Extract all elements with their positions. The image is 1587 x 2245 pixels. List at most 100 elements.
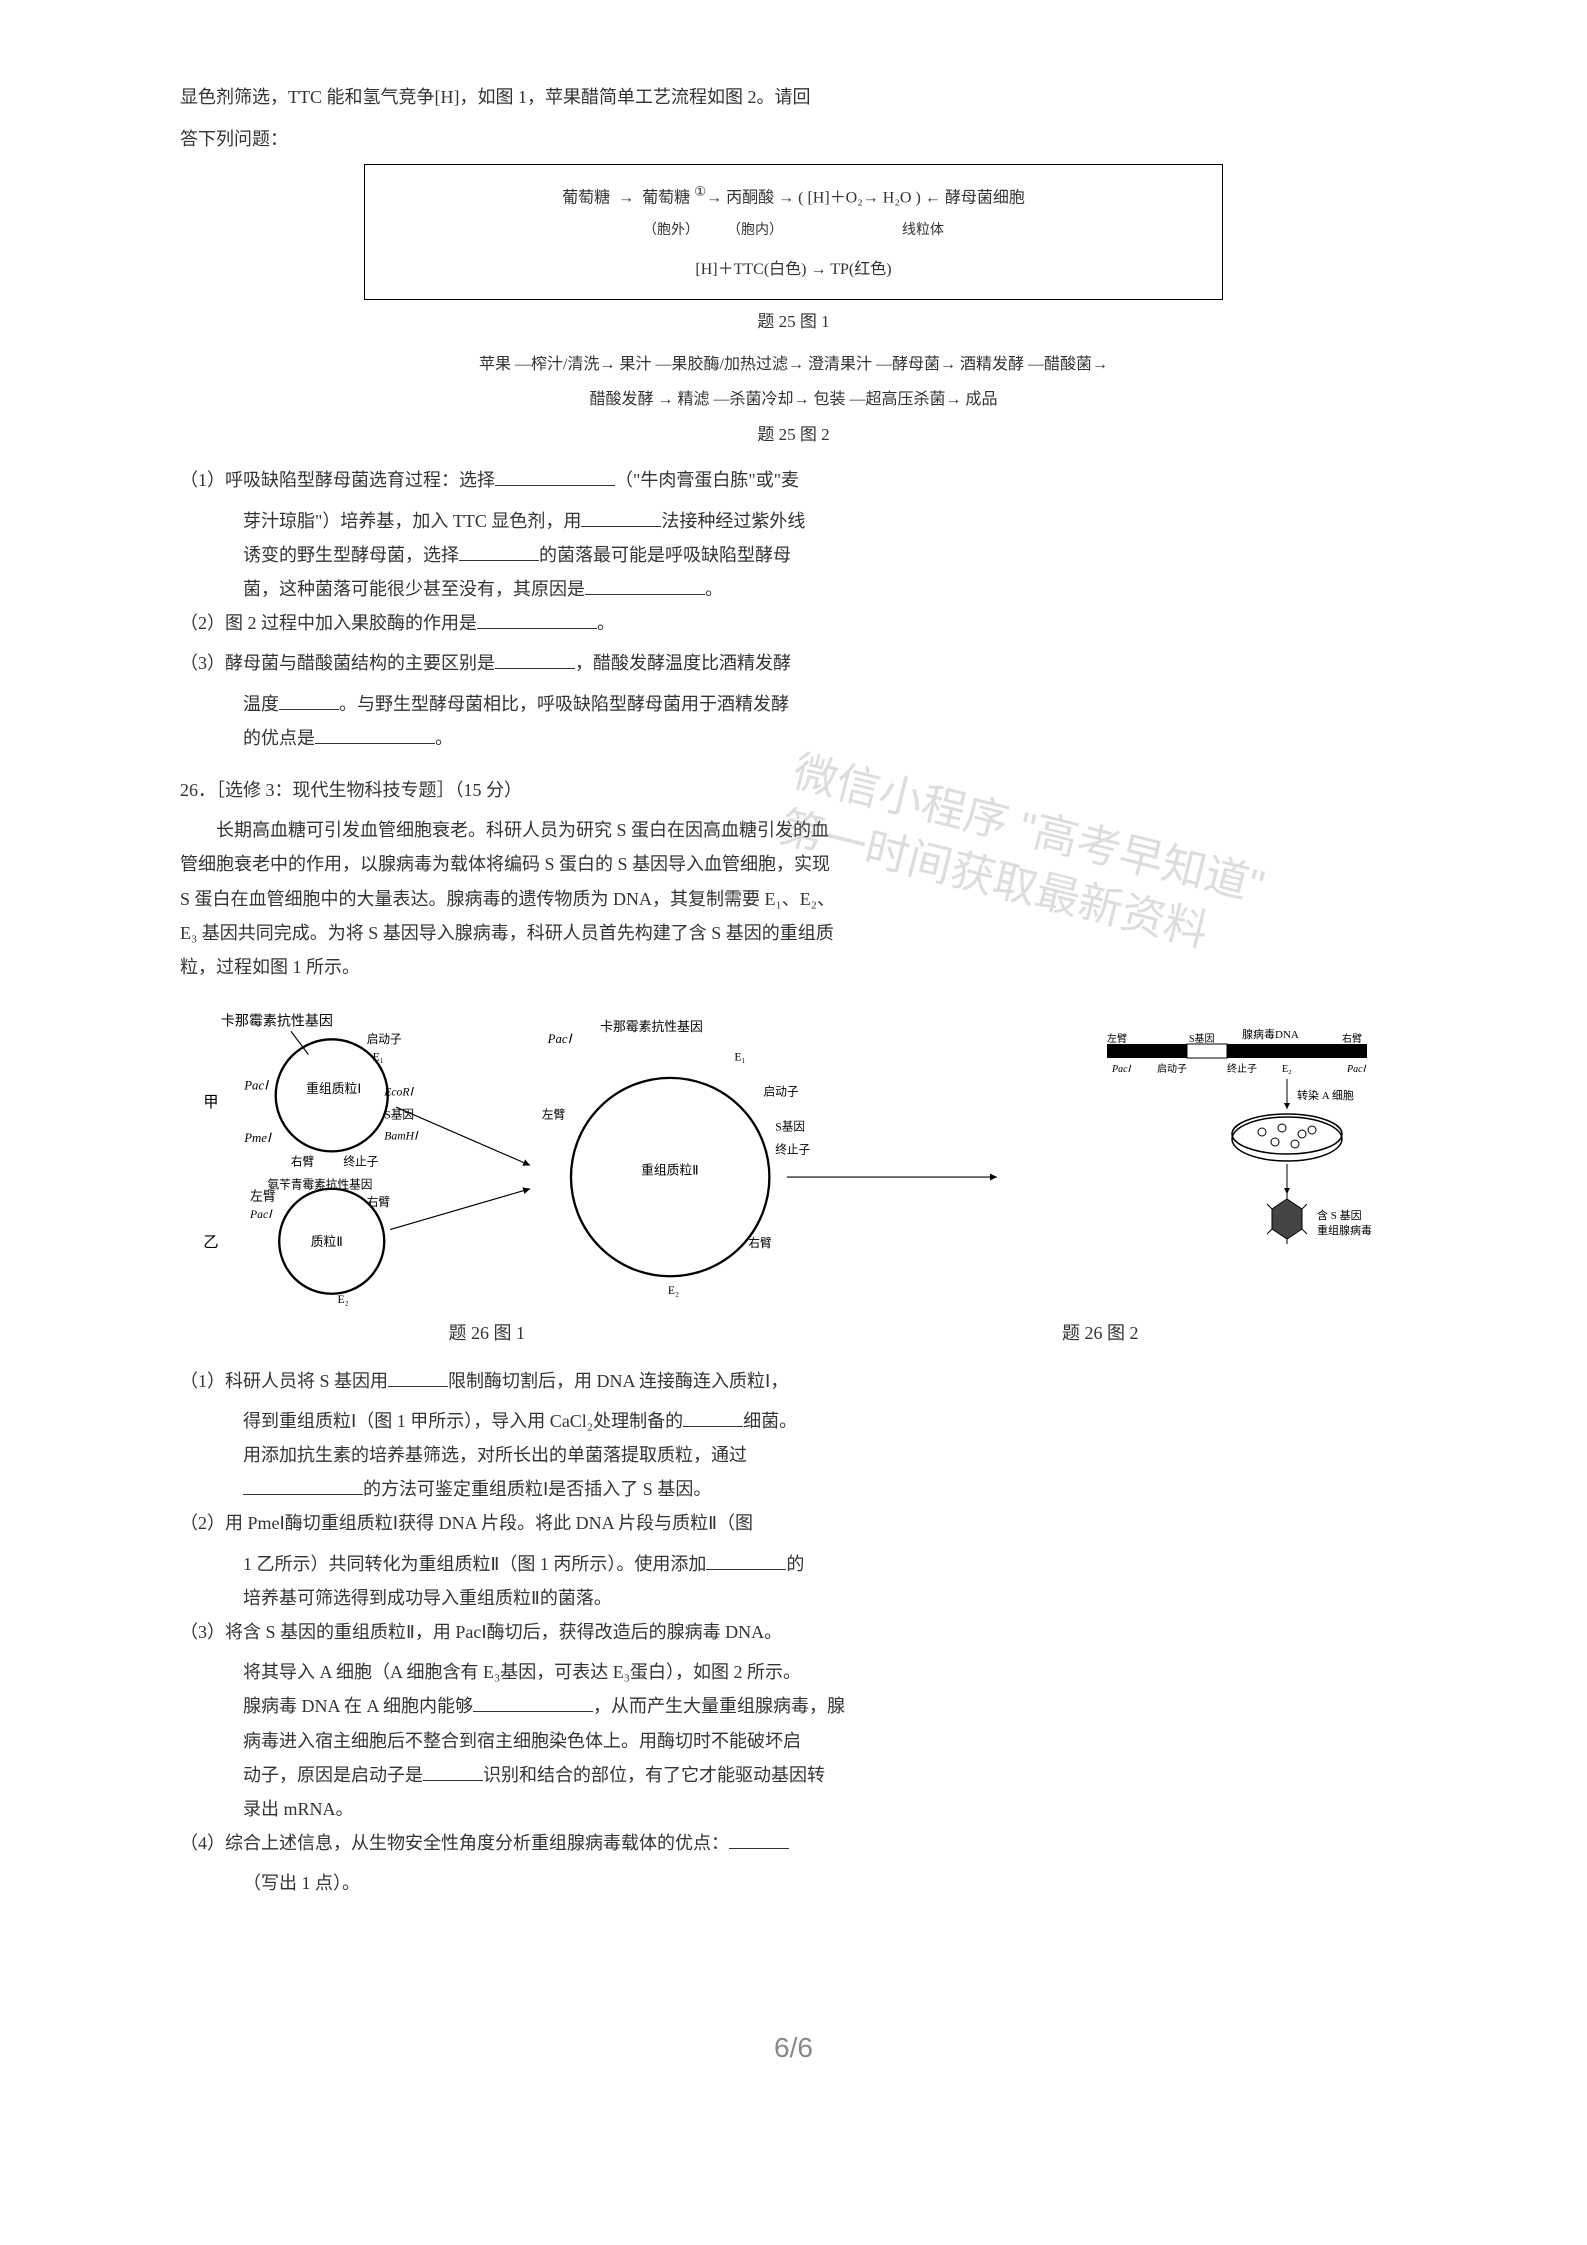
blank (243, 1475, 363, 1495)
t: 动子，原因是启动子是 (243, 1765, 423, 1785)
blank (706, 1550, 786, 1570)
rarm-a: 右臂 (291, 1154, 315, 1168)
q26-sub3-l4: 病毒进入宿主细胞后不整合到宿主细胞染色体上。用酶切时不能破坏启 (180, 1724, 1407, 1758)
q25-sub1-l3: 诱变的野生型酵母菌，选择 的菌落最可能是呼吸缺陷型酵母 (180, 538, 1407, 572)
t: 细菌。 (743, 1411, 797, 1431)
q26-sub4-l2: （写出 1 点）。 (180, 1866, 1407, 1900)
blank (459, 541, 539, 561)
page-number: 6/6 (180, 2021, 1407, 2074)
q25-sub3-l3: 的优点是。 (180, 721, 1407, 755)
transfect-label: 转染 A 细胞 (1297, 1088, 1354, 1102)
q26-sub3: （3）将含 S 基因的重组质粒Ⅱ，用 PacⅠ酶切后，获得改造后的腺病毒 DNA… (180, 1615, 1407, 1649)
fig2-line1: 苹果 —榨汁/清洗→ 果汁 —果胶酶/加热过滤→ 澄清果汁 —酵母菌→ 酒精发酵… (180, 350, 1407, 380)
q25-intro-line1: 显色剂筛选，TTC 能和氢气竞争[H]，如图 1，苹果醋简单工艺流程如图 2。请… (180, 80, 1407, 114)
fig1-mito: 线粒体 (902, 223, 944, 238)
q26-fig2-svg: 腺病毒DNA S基因 左臂 右臂 启动子 终止子 E₂ PacⅠ PacⅠ 转染… (1087, 1024, 1407, 1284)
kana-label: 卡那霉素抗性基因 (221, 1012, 333, 1029)
t: （3）酵母菌与醋酸菌结构的主要区别是 (180, 653, 495, 673)
yi-label: 乙 (203, 1234, 218, 1251)
fig1-glucose-in-top: 葡萄糖 (642, 190, 690, 207)
term-d: 终止子 (1227, 1062, 1257, 1075)
sgene-a: S基因 (384, 1109, 414, 1122)
p1-label: 重组质粒Ⅰ (306, 1081, 361, 1096)
sgene-d: S基因 (1189, 1032, 1215, 1045)
q26-sub3-l6: 录出 mRNA。 (180, 1792, 1407, 1826)
larm-c: 左臂 (542, 1108, 566, 1122)
q25-sub3: （3）酵母菌与醋酸菌结构的主要区别是 ，醋酸发酵温度比酒精发酵 (180, 646, 1407, 680)
pac1-d2: PacⅠ (1346, 1064, 1367, 1075)
rarm-d: 右臂 (1342, 1032, 1362, 1045)
pme1-a: PmeⅠ (243, 1131, 272, 1145)
e2-c: E₂ (668, 1284, 679, 1297)
t: 的方法可鉴定重组质粒Ⅰ是否插入了 S 基因。 (363, 1479, 711, 1499)
q26-sub3-l5: 动子，原因是启动子是 识别和结合的部位，有了它才能驱动基因转 (180, 1758, 1407, 1792)
q26-fig2-caption: 题 26 图 2 (1062, 1316, 1139, 1350)
q26-head: 26．［选修 3：现代生物科技专题］（15 分） (180, 773, 1407, 807)
t: 识别和结合的部位，有了它才能驱动基因转 (483, 1765, 825, 1785)
ecor1-a: EcoRⅠ (383, 1085, 414, 1098)
blank (581, 507, 661, 527)
fig1-glucose-out-top: 葡萄糖 (562, 190, 610, 207)
blank (473, 1693, 593, 1713)
t: （1）科研人员将 S 基因用 (180, 1371, 388, 1391)
blank (729, 1829, 789, 1849)
pac1-a: PacⅠ (243, 1079, 269, 1093)
q26-sub3-l2: 将其导入 A 细胞（A 细胞含有 E₃基因，可表达 E₃蛋白），如图 2 所示。 (180, 1655, 1407, 1689)
t: 的优点是 (243, 728, 315, 748)
q26-sub1-l2: 得到重组质粒Ⅰ（图 1 甲所示），导入用 CaCl₂处理制备的细菌。 (180, 1404, 1407, 1438)
prom-a: 启动子 (367, 1033, 402, 1046)
t: （1）呼吸缺陷型酵母菌选育过程：选择 (180, 470, 495, 490)
q25-sub2: （2）图 2 过程中加入果胶酶的作用是。 (180, 606, 1407, 640)
blank (495, 650, 575, 670)
t: （4）综合上述信息，从生物安全性角度分析重组腺病毒载体的优点： (180, 1833, 729, 1853)
term-c: 终止子 (775, 1143, 810, 1157)
e1-c: E₁ (734, 1050, 745, 1063)
blank (388, 1367, 448, 1387)
q26-intro5: 粒，过程如图 1 所示。 (180, 950, 1407, 984)
q26-sub2-l2: 1 乙所示）共同转化为重组质粒Ⅱ（图 1 丙所示）。使用添加的 (180, 1547, 1407, 1581)
q25-fig1-caption: 题 25 图 1 (180, 306, 1407, 338)
blank (315, 724, 435, 744)
term-a: 终止子 (343, 1154, 378, 1168)
q26-intro2: 管细胞衰老中的作用，以腺病毒为载体将编码 S 蛋白的 S 基因导入血管细胞，实现 (180, 847, 1407, 881)
fig1-branch: [H]＋TTC(白色) → TP(红色) (695, 261, 891, 278)
blank (683, 1407, 743, 1427)
q25-intro-line2: 答下列问题： (180, 122, 1407, 156)
q25-sub1-l2: 芽汁琼脂"）培养基，加入 TTC 显色剂，用法接种经过紫外线 (180, 504, 1407, 538)
t: （"牛肉膏蛋白胨"或"麦 (615, 470, 799, 490)
q26-fig1-caption: 题 26 图 1 (449, 1316, 526, 1350)
bamh1-a: BamHⅠ (384, 1130, 419, 1143)
q25-sub1-l4: 菌，这种菌落可能很少甚至没有，其原因是。 (180, 572, 1407, 606)
dna-label: 腺病毒DNA (1242, 1027, 1299, 1041)
t: （2）图 2 过程中加入果胶酶的作用是 (180, 613, 477, 633)
t: 。 (705, 579, 723, 599)
page-content: 显色剂筛选，TTC 能和氢气竞争[H]，如图 1，苹果醋简单工艺流程如图 2。请… (180, 80, 1407, 1901)
q26-sub4: （4）综合上述信息，从生物安全性角度分析重组腺病毒载体的优点： (180, 1826, 1407, 1860)
e2-b: E₂ (338, 1293, 349, 1305)
t: 的菌落最可能是呼吸缺陷型酵母 (539, 545, 791, 565)
q26-sub1-l4: 的方法可鉴定重组质粒Ⅰ是否插入了 S 基因。 (180, 1472, 1407, 1506)
t: 诱变的野生型酵母菌，选择 (243, 545, 459, 565)
blank (423, 1761, 483, 1781)
e2-d: E₂ (1282, 1064, 1292, 1075)
q25-fig2-caption: 题 25 图 2 (180, 419, 1407, 451)
q26-sub3-l3: 腺病毒 DNA 在 A 细胞内能够，从而产生大量重组腺病毒，腺 (180, 1689, 1407, 1723)
q25-fig2-flow: 苹果 —榨汁/清洗→ 果汁 —果胶酶/加热过滤→ 澄清果汁 —酵母菌→ 酒精发酵… (180, 350, 1407, 415)
t: 限制酶切割后，用 DNA 连接酶连入质粒Ⅰ， (448, 1371, 788, 1391)
q25-sub3-l2: 温度。与野生型酵母菌相比，呼吸缺陷型酵母菌用于酒精发酵 (180, 687, 1407, 721)
prom-d: 启动子 (1157, 1062, 1187, 1075)
q26-intro3: S 蛋白在血管细胞中的大量表达。腺病毒的遗传物质为 DNA，其复制需要 E₁、E… (180, 882, 1407, 916)
fig2-line2: 醋酸发酵 → 精滤 —杀菌冷却→ 包装 —超高压杀菌→ 成品 (180, 385, 1407, 415)
rarm-b: 右臂 (367, 1195, 391, 1209)
larm-d: 左臂 (1107, 1032, 1127, 1045)
q26-intro1: 长期高血糖可引发血管细胞衰老。科研人员为研究 S 蛋白在因高血糖引发的血 (180, 813, 1407, 847)
t: ，醋酸发酵温度比酒精发酵 (575, 653, 791, 673)
kana-c: 卡那霉素抗性基因 (600, 1020, 703, 1034)
result1: 含 S 基因 (1317, 1208, 1362, 1222)
t: 温度 (243, 694, 279, 714)
q25-sub1: （1）呼吸缺陷型酵母菌选育过程：选择 （"牛肉膏蛋白胨"或"麦 (180, 463, 1407, 497)
p2-label: 质粒Ⅱ (311, 1235, 343, 1249)
pac1-b: PacⅠ (249, 1208, 273, 1221)
fig1-glucose-in-bot: （胞内） (727, 223, 783, 238)
e1-a: E₁ (373, 1050, 384, 1063)
